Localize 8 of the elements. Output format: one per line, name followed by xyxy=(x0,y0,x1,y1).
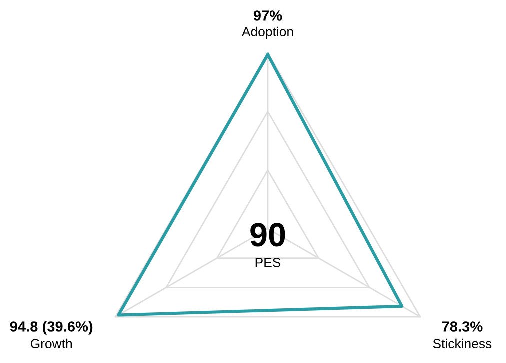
text: 90 xyxy=(250,223,286,247)
text: 78.3% xyxy=(442,322,483,332)
text: PES xyxy=(256,258,281,268)
spoke-label: Adoption xyxy=(242,26,294,40)
text: 94.8 (39.6%) xyxy=(10,321,93,335)
spoke-label: Stickiness xyxy=(433,338,492,349)
spoke-label: Growth xyxy=(30,338,72,349)
text: 97% xyxy=(254,10,282,21)
